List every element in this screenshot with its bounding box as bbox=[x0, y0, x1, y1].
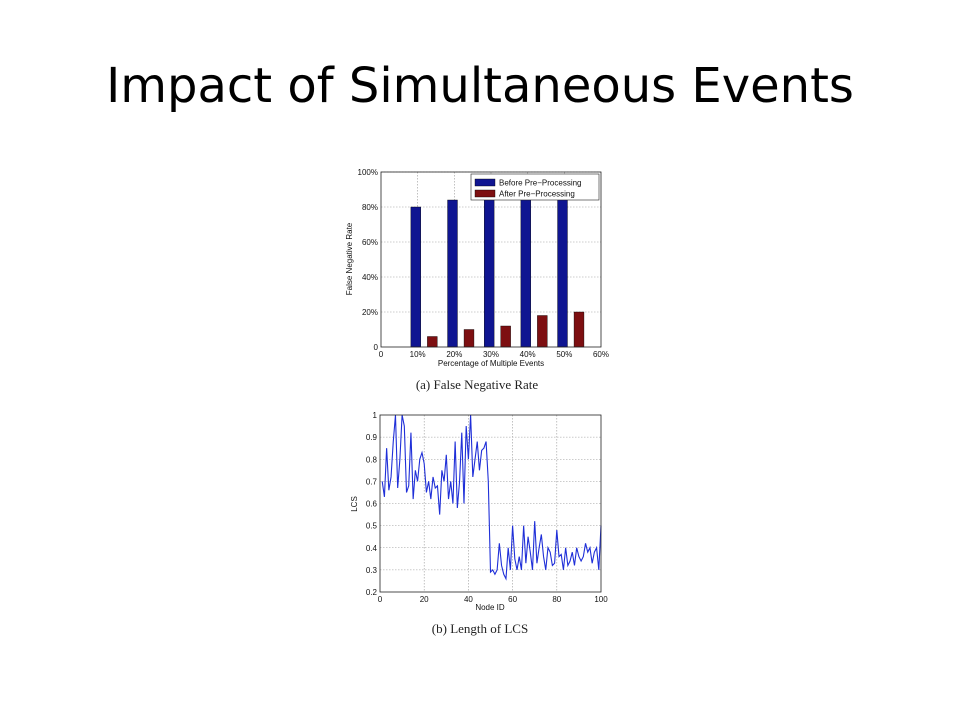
chart-b-ytick: 0.7 bbox=[366, 477, 378, 486]
bar-before-10 bbox=[410, 206, 421, 348]
chart-b-grid bbox=[380, 415, 601, 592]
bar-before-50 bbox=[557, 177, 568, 348]
chart-a-caption: (a) False Negative Rate bbox=[416, 377, 539, 392]
chart-b-ytick: 0.2 bbox=[366, 588, 378, 597]
chart-b-ylabel: LCS bbox=[350, 496, 359, 512]
legend-swatch bbox=[474, 189, 496, 198]
bar-after-50 bbox=[573, 311, 585, 348]
chart-a-ytick: 20% bbox=[362, 308, 378, 317]
chart-b-ytick: 0.8 bbox=[366, 455, 378, 464]
chart-a-ticks: 0 10% 20% 30% 40% 50% 60% 0 20% 40% 60% 80% 100% bbox=[358, 168, 609, 359]
chart-b-xtick: 20 bbox=[420, 595, 429, 604]
chart-a-frame bbox=[380, 171, 602, 348]
chart-b-ytick: 0.6 bbox=[366, 500, 378, 509]
chart-a-ytick: 0 bbox=[374, 343, 379, 352]
chart-b-xtick: 0 bbox=[378, 595, 383, 604]
legend-label: Before Pre−Processing bbox=[499, 179, 582, 188]
chart-b-ytick: 0.4 bbox=[366, 544, 378, 553]
bar-before-40 bbox=[520, 177, 531, 348]
chart-a-legend: Before Pre−Processing After Pre−Processin… bbox=[470, 173, 600, 201]
chart-a-xtick: 30% bbox=[483, 350, 499, 359]
chart-b-xtick: 80 bbox=[552, 595, 561, 604]
chart-a-xlabel: Percentage of Multiple Events bbox=[438, 359, 544, 368]
chart-a-ytick: 60% bbox=[362, 238, 378, 247]
chart-b-xlabel: Node ID bbox=[475, 603, 505, 612]
chart-a-xtick: 60% bbox=[593, 350, 609, 359]
lcs-series-line bbox=[381, 414, 602, 581]
chart-a-ytick: 40% bbox=[362, 273, 378, 282]
false-negative-rate-chart: 0 10% 20% 30% 40% 50% 60% 0 20% 40% 60% 80% 100% Bef… bbox=[345, 168, 609, 392]
chart-b-ytick: 0.3 bbox=[366, 566, 378, 575]
legend-swatch bbox=[474, 178, 496, 187]
chart-b-ytick: 0.5 bbox=[366, 522, 378, 531]
chart-b-caption: (b) Length of LCS bbox=[432, 621, 528, 636]
chart-b-xtick: 40 bbox=[464, 595, 473, 604]
slide-title: Impact of Simultaneous Events bbox=[106, 58, 854, 114]
bar-after-20 bbox=[463, 329, 475, 348]
legend-label: After Pre−Processing bbox=[499, 190, 575, 199]
chart-a-ylabel: False Negative Rate bbox=[345, 222, 354, 295]
chart-a-ytick: 100% bbox=[358, 168, 378, 177]
chart-a-bars bbox=[410, 177, 585, 348]
chart-b-ytick: 0.9 bbox=[366, 433, 378, 442]
bar-before-20 bbox=[447, 199, 458, 348]
chart-b-ytick: 1 bbox=[373, 411, 378, 420]
chart-a-xtick: 0 bbox=[379, 350, 384, 359]
bar-after-30 bbox=[500, 325, 511, 348]
chart-a-xtick: 20% bbox=[446, 350, 462, 359]
bar-before-30 bbox=[484, 192, 495, 348]
lcs-length-chart: 0 20 40 60 80 100 0.2 0.3 0.4 0.5 0.6 0.7 0.8 0.9 1 No… bbox=[350, 411, 608, 636]
chart-b-xtick: 60 bbox=[508, 595, 517, 604]
chart-a-xtick: 40% bbox=[520, 350, 536, 359]
chart-a-xtick: 10% bbox=[410, 350, 426, 359]
chart-b-xtick: 100 bbox=[594, 595, 608, 604]
bar-after-40 bbox=[537, 315, 548, 348]
chart-b-ticks: 0 20 40 60 80 100 0.2 0.3 0.4 0.5 0.6 0.7 0.8 0.9 1 bbox=[366, 411, 608, 604]
bar-after-10 bbox=[427, 336, 438, 348]
chart-a-xtick: 50% bbox=[556, 350, 572, 359]
chart-b-frame bbox=[379, 414, 602, 593]
chart-a-ytick: 80% bbox=[362, 203, 378, 212]
